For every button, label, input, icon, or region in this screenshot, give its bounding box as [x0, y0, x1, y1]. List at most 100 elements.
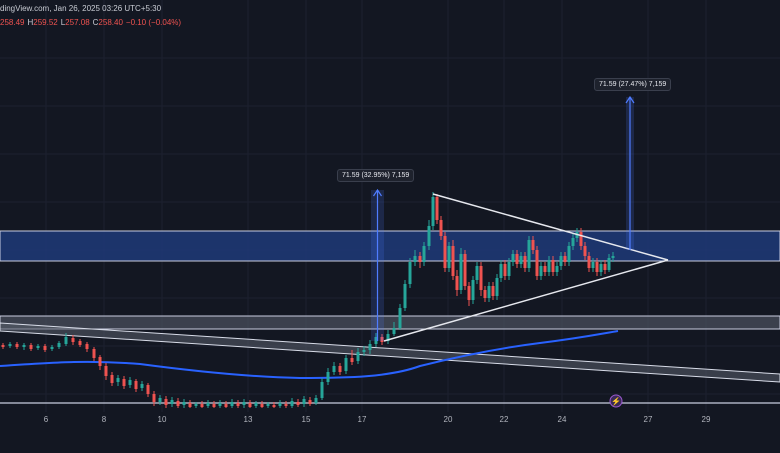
candle-body — [85, 344, 89, 349]
candle-up — [487, 282, 491, 302]
candle-body — [435, 197, 439, 220]
candle-up — [398, 304, 402, 330]
candle-down — [439, 216, 443, 240]
dividend-icon[interactable]: ⚡ — [609, 394, 623, 408]
candle-up — [320, 378, 324, 400]
candle-up — [332, 362, 336, 375]
x-tick-label: 6 — [44, 415, 49, 424]
candle-up — [507, 258, 511, 280]
candle-body — [224, 404, 228, 407]
candle-down — [98, 355, 102, 370]
candle-body — [439, 220, 443, 236]
measure-arrow-lower — [371, 188, 384, 341]
candle-body — [543, 266, 547, 272]
candle-body — [463, 254, 467, 286]
candle-body — [344, 358, 348, 371]
chart-source-line: dingView.com, Jan 26, 2025 03:26 UTC+5:3… — [0, 4, 162, 13]
x-tick-label: 8 — [102, 415, 107, 424]
candle-body — [146, 385, 150, 394]
candle-up — [374, 333, 378, 347]
candle-body — [98, 357, 102, 366]
candle-down — [43, 344, 47, 352]
candle-body — [563, 256, 567, 262]
candle-up — [475, 262, 479, 284]
x-tick-label: 22 — [500, 415, 509, 424]
low-key: L — [60, 18, 66, 27]
candle-down — [248, 400, 252, 408]
candle-body — [308, 400, 312, 404]
candle-body — [368, 344, 372, 350]
candle-body — [170, 400, 174, 404]
moving-average-line — [0, 330, 619, 380]
candle-body — [591, 262, 595, 268]
candle-down — [543, 262, 547, 276]
candle-body — [587, 256, 591, 268]
high-key: H — [27, 18, 34, 27]
candle-body — [362, 350, 366, 352]
candle-up — [539, 262, 543, 280]
candle-up — [64, 333, 68, 346]
measure-label-lower[interactable]: 71.59 (32.95%) 7,159 — [337, 169, 415, 182]
candle-down — [164, 396, 168, 408]
candle-up — [128, 377, 132, 388]
candle-up — [194, 402, 198, 408]
candle-body — [350, 358, 354, 362]
candle-body — [122, 379, 126, 386]
candle-up — [362, 346, 366, 356]
moving-average — [0, 330, 619, 380]
candle-down — [491, 282, 495, 300]
resistance-zone — [0, 230, 780, 262]
candle-body — [78, 341, 82, 345]
candle-down — [531, 236, 535, 254]
candle-down — [579, 228, 583, 250]
candle-up — [116, 375, 120, 386]
candle-down — [110, 372, 114, 386]
candle-body — [599, 264, 603, 272]
candle-body — [455, 276, 459, 290]
candle-down — [523, 252, 527, 272]
candle-body — [338, 366, 342, 372]
candle-body — [571, 238, 575, 246]
candle-body — [152, 394, 156, 402]
open-value: 258.49 — [0, 18, 25, 27]
candle-down — [188, 400, 192, 408]
candle-body — [140, 384, 144, 388]
candle-body — [611, 256, 615, 258]
candle-body — [483, 290, 487, 298]
candle-body — [595, 262, 599, 272]
x-tick-label: 13 — [244, 415, 253, 424]
candle-down — [236, 400, 240, 408]
candle-up — [50, 345, 54, 351]
candle-body — [92, 349, 96, 358]
candle-body — [380, 337, 384, 342]
x-tick-label: 15 — [302, 415, 311, 424]
candle-body — [451, 246, 455, 276]
measure-label-upper[interactable]: 71.59 (27.47%) 7,159 — [594, 78, 672, 91]
candle-down — [85, 342, 89, 352]
candle-body — [182, 402, 186, 405]
candle-down — [176, 398, 180, 408]
candle-up — [471, 276, 475, 304]
candle-body — [413, 256, 417, 262]
candle-body — [531, 240, 535, 250]
candle-up — [356, 348, 360, 364]
candle-body — [459, 254, 463, 290]
candle-body — [302, 399, 306, 404]
candle-body — [254, 403, 258, 406]
close-key: C — [92, 18, 99, 27]
candle-up — [495, 274, 499, 300]
candle-up — [254, 401, 258, 408]
measure-arrows — [371, 95, 635, 341]
candle-body — [507, 262, 511, 276]
candle-up — [57, 341, 61, 349]
high-value: 259.52 — [33, 18, 58, 27]
candle-down — [1, 343, 5, 349]
candle-down — [463, 250, 467, 290]
candle-down — [451, 240, 455, 280]
candle-down — [200, 401, 204, 408]
candle-down — [583, 242, 587, 260]
candle-body — [583, 246, 587, 256]
candle-body — [176, 401, 180, 406]
